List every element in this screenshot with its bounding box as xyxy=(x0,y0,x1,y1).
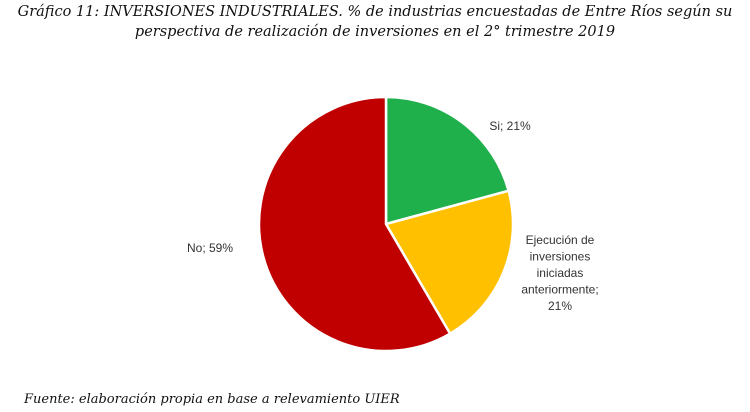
chart-title-line-1: Gráfico 11: INVERSIONES INDUSTRIALES. % … xyxy=(17,4,733,20)
slice-label-ejecución: Ejecución de inversiones iniciadas anterior… xyxy=(521,233,598,313)
chart-title-line-2: perspectiva de realización de inversione… xyxy=(134,24,616,40)
pie-slice-ejecución xyxy=(384,189,515,336)
slice-label-si: Si; 21% xyxy=(489,119,531,133)
pie-slice-no xyxy=(257,95,452,353)
slice-label-no: No; 59% xyxy=(187,241,233,255)
source-note: Fuente: elaboración propia en base a rel… xyxy=(24,392,400,407)
pie-slice-si xyxy=(384,95,511,226)
